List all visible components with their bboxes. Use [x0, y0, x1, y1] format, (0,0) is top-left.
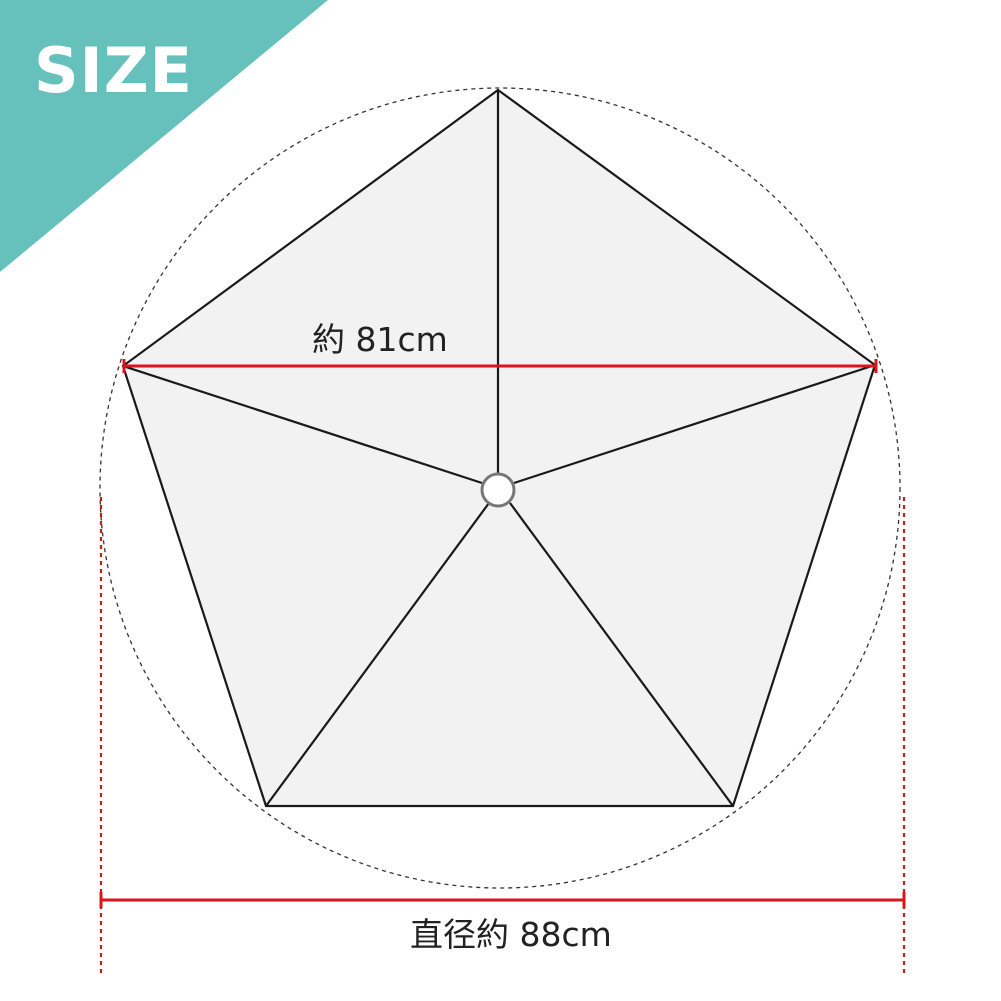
diameter-label: 直径約 88cm	[410, 915, 612, 954]
edge-measure	[122, 359, 878, 373]
diameter-measure	[99, 497, 906, 975]
center-hub	[480, 472, 516, 508]
umbrella-ribs	[122, 90, 876, 807]
circumscribed-circle	[99, 87, 901, 889]
rib-bottom-right	[509, 502, 734, 807]
size-badge-label: SIZE	[34, 34, 194, 107]
size-badge	[0, 0, 328, 272]
edge-width-label: 約 81cm	[312, 320, 448, 359]
rib-right	[513, 363, 876, 485]
rib-bottom-left	[265, 502, 490, 807]
rib-left	[122, 364, 483, 485]
